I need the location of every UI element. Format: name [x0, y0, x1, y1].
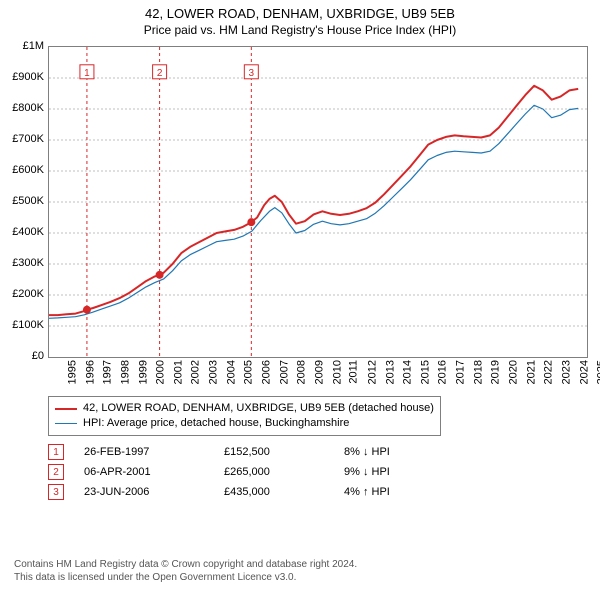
legend-item: HPI: Average price, detached house, Buck… — [55, 416, 434, 431]
title-line-2: Price paid vs. HM Land Registry's House … — [0, 23, 600, 37]
chart-svg: 1 2 3 — [49, 47, 587, 357]
chart-titles: 42, LOWER ROAD, DENHAM, UXBRIDGE, UB9 5E… — [0, 0, 600, 37]
x-tick-label: 2014 — [402, 360, 414, 384]
x-tick-label: 2004 — [225, 360, 237, 384]
x-tick-label: 2011 — [348, 360, 360, 384]
transaction-date: 26-FEB-1997 — [84, 446, 224, 458]
transaction-point — [156, 271, 164, 279]
transaction-marker-label: 1 — [80, 65, 94, 79]
legend: 42, LOWER ROAD, DENHAM, UXBRIDGE, UB9 5E… — [48, 396, 441, 436]
transactions-table: 1 26-FEB-1997£152,5008% ↓ HPI 2 06-APR-2001… — [48, 442, 586, 502]
series-hpi — [49, 105, 578, 318]
x-tick-label: 2025 — [596, 360, 600, 384]
x-tick-label: 2019 — [490, 360, 502, 384]
y-tick-label: £700K — [0, 133, 44, 145]
y-tick-label: £100K — [0, 319, 44, 331]
x-tick-label: 2024 — [578, 360, 590, 384]
transaction-marker-icon: 3 — [48, 484, 64, 500]
legend-swatch — [55, 408, 77, 410]
x-tick-label: 2008 — [296, 360, 308, 384]
x-tick-label: 2005 — [243, 360, 255, 384]
x-tick-label: 2021 — [525, 360, 537, 384]
x-tick-label: 1996 — [84, 360, 96, 384]
x-tick-label: 2022 — [543, 360, 555, 384]
y-tick-label: £900K — [0, 71, 44, 83]
y-tick-label: £800K — [0, 102, 44, 114]
x-tick-label: 2016 — [437, 360, 449, 384]
transaction-marker-label: 2 — [153, 65, 167, 79]
x-tick-label: 2020 — [507, 360, 519, 384]
transaction-marker-icon: 2 — [48, 464, 64, 480]
transaction-row: 3 23-JUN-2006£435,0004% ↑ HPI — [48, 482, 586, 502]
x-tick-label: 1998 — [119, 360, 131, 384]
transaction-hpi-diff: 9% ↓ HPI — [344, 466, 464, 478]
x-tick-label: 2006 — [261, 360, 273, 384]
x-tick-label: 2017 — [455, 360, 467, 384]
x-tick-label: 2002 — [190, 360, 202, 384]
x-tick-label: 1999 — [137, 360, 149, 384]
legend-label: HPI: Average price, detached house, Buck… — [83, 416, 349, 431]
y-tick-label: £500K — [0, 195, 44, 207]
transaction-price: £265,000 — [224, 466, 344, 478]
legend-label: 42, LOWER ROAD, DENHAM, UXBRIDGE, UB9 5E… — [83, 401, 434, 416]
x-tick-label: 2010 — [331, 360, 343, 384]
x-tick-label: 2001 — [172, 360, 184, 384]
x-tick-label: 2007 — [278, 360, 290, 384]
y-tick-label: £300K — [0, 257, 44, 269]
transaction-hpi-diff: 4% ↑ HPI — [344, 486, 464, 498]
transaction-point — [247, 218, 255, 226]
transaction-row: 2 06-APR-2001£265,0009% ↓ HPI — [48, 462, 586, 482]
y-tick-label: £400K — [0, 226, 44, 238]
x-tick-label: 2003 — [208, 360, 220, 384]
chart-plot-area: 1 2 3 — [48, 46, 588, 358]
x-tick-label: 2015 — [419, 360, 431, 384]
x-tick-label: 2023 — [560, 360, 572, 384]
y-tick-label: £1M — [0, 40, 44, 52]
transaction-price: £435,000 — [224, 486, 344, 498]
legend-item: 42, LOWER ROAD, DENHAM, UXBRIDGE, UB9 5E… — [55, 401, 434, 416]
transaction-price: £152,500 — [224, 446, 344, 458]
transaction-hpi-diff: 8% ↓ HPI — [344, 446, 464, 458]
y-tick-label: £0 — [0, 350, 44, 362]
footer-attribution: Contains HM Land Registry data © Crown c… — [14, 558, 586, 584]
transaction-marker-icon: 1 — [48, 444, 64, 460]
x-tick-label: 2000 — [155, 360, 167, 384]
transaction-date: 06-APR-2001 — [84, 466, 224, 478]
transaction-point — [83, 306, 91, 314]
x-tick-label: 2013 — [384, 360, 396, 384]
transaction-date: 23-JUN-2006 — [84, 486, 224, 498]
y-tick-label: £600K — [0, 164, 44, 176]
transaction-marker-label: 3 — [244, 65, 258, 79]
svg-text:2: 2 — [157, 68, 163, 79]
x-tick-label: 1997 — [102, 360, 114, 384]
transaction-row: 1 26-FEB-1997£152,5008% ↓ HPI — [48, 442, 586, 462]
series-property — [49, 86, 578, 315]
x-tick-label: 2018 — [472, 360, 484, 384]
legend-swatch — [55, 423, 77, 424]
x-tick-label: 2012 — [366, 360, 378, 384]
footer-line-1: Contains HM Land Registry data © Crown c… — [14, 558, 586, 571]
title-line-1: 42, LOWER ROAD, DENHAM, UXBRIDGE, UB9 5E… — [0, 6, 600, 21]
footer-line-2: This data is licensed under the Open Gov… — [14, 571, 586, 584]
y-tick-label: £200K — [0, 288, 44, 300]
svg-text:1: 1 — [84, 68, 90, 79]
svg-text:3: 3 — [249, 68, 255, 79]
x-tick-label: 2009 — [313, 360, 325, 384]
x-tick-label: 1995 — [66, 360, 78, 384]
